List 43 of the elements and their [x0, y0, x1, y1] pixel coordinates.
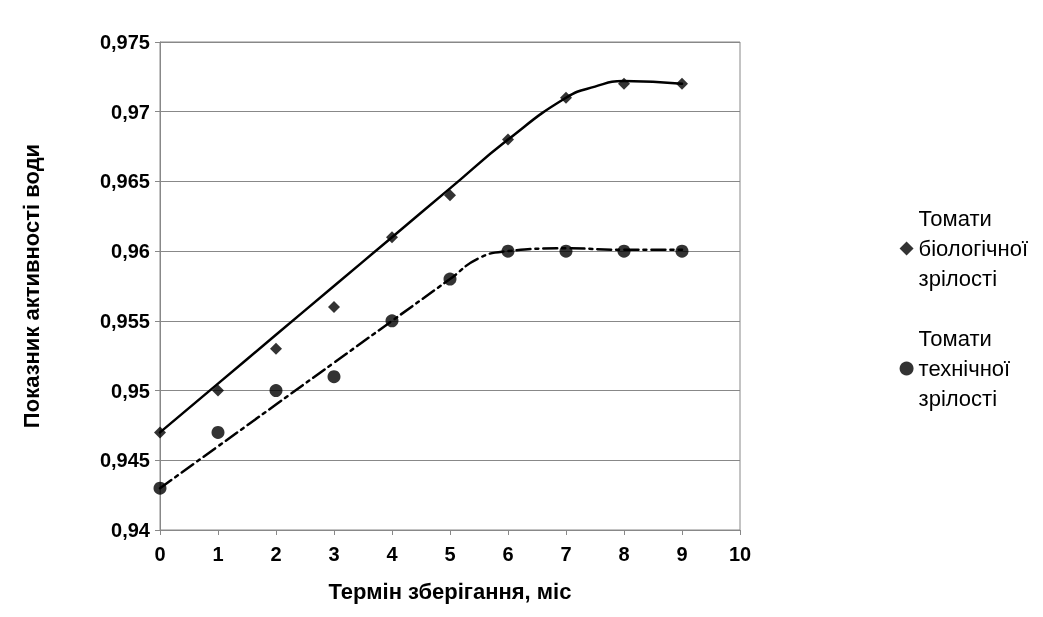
point — [270, 342, 282, 355]
y-tick-label: 0,965 — [99, 170, 150, 193]
point — [327, 370, 341, 384]
y-tick-label: 0,94 — [111, 519, 151, 541]
x-tick-label: 1 — [212, 543, 224, 565]
point — [386, 231, 398, 244]
point — [617, 244, 631, 258]
y-tick-label: 0,96 — [111, 240, 150, 263]
point — [675, 244, 689, 258]
point — [153, 481, 167, 495]
y-tick-label: 0,945 — [99, 449, 150, 472]
x-tick-label: 4 — [386, 543, 399, 565]
point — [502, 133, 514, 146]
legend-label: Томати технічної зрілості — [918, 326, 1011, 411]
x-axis-title: Термін зберігання, міс — [328, 578, 572, 604]
point — [154, 426, 166, 439]
point — [269, 384, 283, 398]
x-tick-label: 5 — [444, 543, 456, 565]
point — [444, 189, 456, 202]
point — [211, 425, 225, 439]
legend-label: Томати біологічної зрілості — [918, 206, 1029, 291]
x-tick-label: 7 — [560, 543, 572, 565]
y-tick-label: 0,97 — [111, 100, 150, 123]
x-tick-label: 0 — [154, 543, 166, 565]
point — [618, 77, 630, 90]
x-tick-label: 8 — [618, 543, 630, 565]
point — [501, 244, 515, 258]
point — [328, 300, 340, 313]
point — [676, 77, 688, 90]
x-tick-label: 9 — [676, 543, 688, 565]
x-tick-label: 2 — [270, 543, 282, 565]
x-tick-label: 3 — [328, 543, 340, 565]
point — [559, 244, 573, 258]
y-tick-label: 0,975 — [99, 31, 150, 53]
x-tick-label: 6 — [502, 543, 514, 565]
point — [560, 91, 572, 104]
point — [443, 272, 457, 286]
x-tick-label: 10 — [728, 543, 752, 565]
point — [385, 314, 399, 328]
point — [212, 384, 224, 397]
y-tick-label: 0,95 — [111, 379, 150, 402]
y-tick-label: 0,955 — [99, 309, 150, 332]
y-axis-title: Показник активності води — [18, 143, 44, 429]
